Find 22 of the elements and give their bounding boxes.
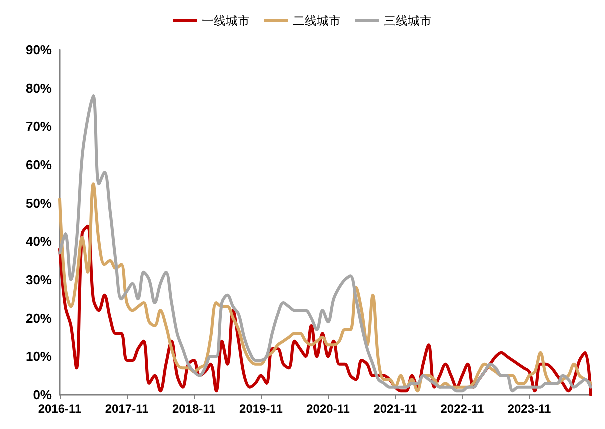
y-tick-label: 40% — [26, 234, 52, 250]
x-tick-label: 2023-11 — [508, 402, 552, 416]
legend-label: 二线城市 — [293, 14, 341, 28]
x-tick-label: 2021-11 — [374, 402, 418, 416]
x-tick-label: 2019-11 — [240, 402, 284, 416]
x-tick-label: 2017-11 — [105, 402, 150, 416]
y-tick-label: 80% — [26, 80, 52, 96]
y-tick-label: 70% — [26, 119, 52, 134]
line-series — [58, 94, 592, 393]
y-tick-label: 60% — [26, 158, 52, 172]
x-tick-label: 2018-11 — [172, 402, 216, 416]
x-tick-label: 2020-11 — [306, 402, 350, 416]
y-tick-label: 90% — [26, 42, 52, 58]
legend-label: 三线城市 — [384, 14, 432, 28]
y-tick-label: 50% — [26, 196, 52, 211]
y-tick-label: 10% — [26, 349, 52, 364]
x-tick-label: 2022-11 — [440, 402, 484, 416]
y-tick-label: 0% — [33, 388, 52, 402]
y-tick-label: 20% — [26, 310, 52, 326]
x-tick-label: 2016-11 — [38, 402, 82, 416]
y-tick-label: 30% — [26, 272, 52, 288]
legend-label: 一线城市 — [202, 14, 250, 28]
